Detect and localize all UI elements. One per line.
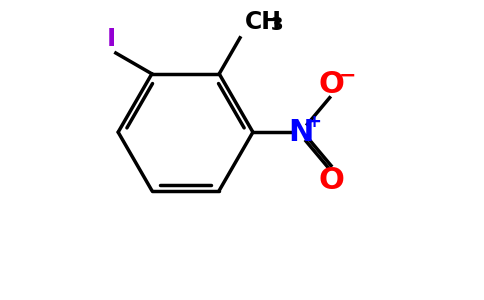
Text: O: O	[319, 70, 345, 99]
Text: N: N	[288, 118, 313, 147]
Text: I: I	[107, 27, 117, 51]
Text: −: −	[339, 66, 356, 86]
Text: 3: 3	[271, 16, 283, 34]
Text: O: O	[319, 166, 345, 195]
Text: CH: CH	[245, 10, 282, 34]
Text: +: +	[306, 113, 321, 131]
